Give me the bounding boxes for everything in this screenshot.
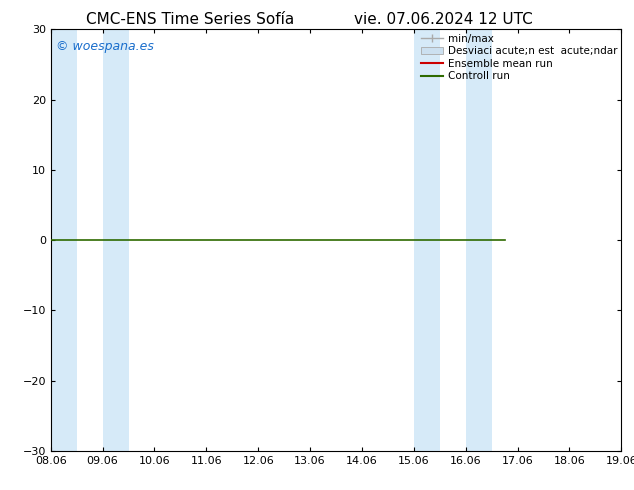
Bar: [414, 29, 440, 451]
Text: CMC-ENS Time Series Sofía: CMC-ENS Time Series Sofía: [86, 12, 294, 27]
Text: vie. 07.06.2024 12 UTC: vie. 07.06.2024 12 UTC: [354, 12, 533, 27]
Bar: [103, 29, 129, 451]
Legend: min/max, Desviaci acute;n est  acute;ndar, Ensemble mean run, Controll run: min/max, Desviaci acute;n est acute;ndar…: [418, 31, 619, 83]
Bar: [621, 29, 634, 451]
Bar: [51, 29, 77, 451]
Text: © woespana.es: © woespana.es: [56, 40, 154, 53]
Bar: [466, 29, 491, 451]
